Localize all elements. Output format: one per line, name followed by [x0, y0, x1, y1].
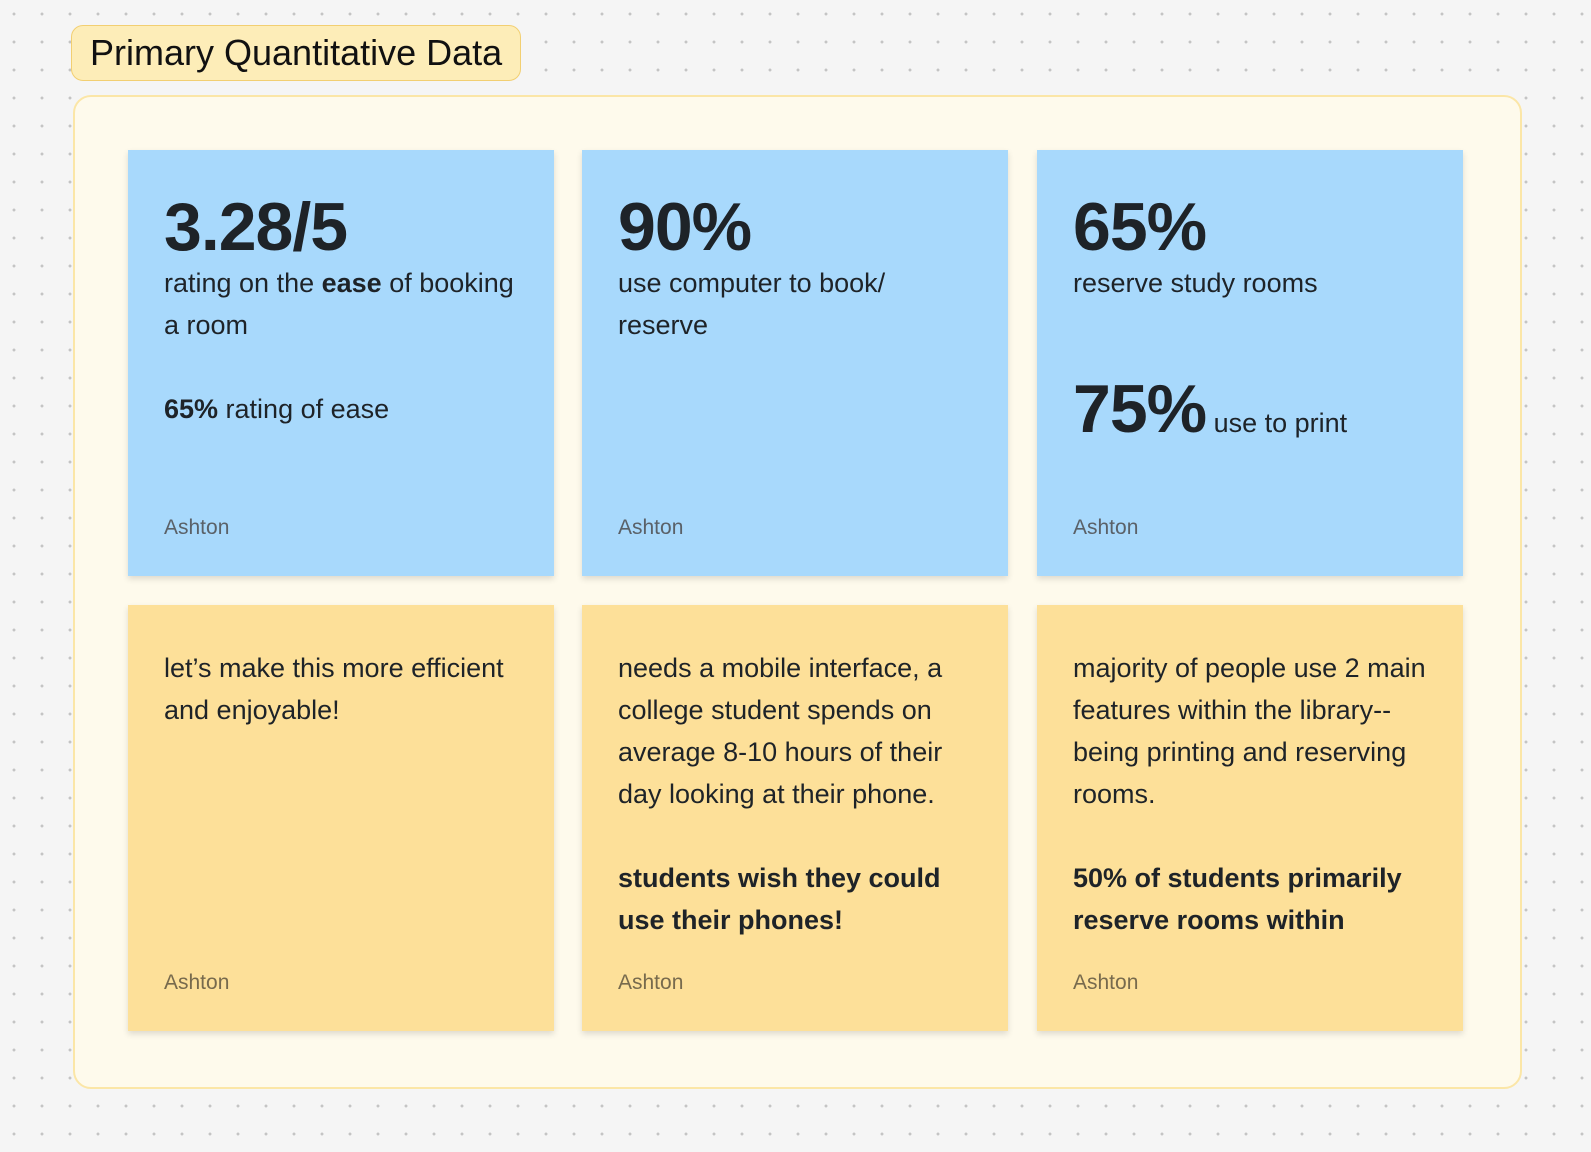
note-text: of booking a room [164, 268, 514, 340]
sticky-note[interactable]: let’s make this more efficient and enjoy… [128, 605, 554, 1031]
sticky-note[interactable]: needs a mobile interface, a college stud… [582, 605, 1008, 1031]
note-paragraph: majority of people use 2 main features w… [1073, 647, 1433, 815]
note-text: 75% [1073, 371, 1207, 447]
note-paragraph: rating on the ease of booking a room [164, 262, 524, 346]
note-paragraph: 3.28/5 [164, 192, 524, 262]
note-text: rating of ease [218, 394, 390, 424]
note-text: 3.28/5 [164, 189, 348, 265]
note-text: use computer to book/ reserve [618, 268, 886, 340]
note-author: Ashton [1073, 971, 1139, 994]
note-paragraph: 65% rating of ease [164, 388, 524, 430]
sticky-note[interactable]: 65% reserve study rooms 75% use to print As… [1037, 150, 1463, 576]
note-text: ease [321, 268, 382, 298]
note-author: Ashton [618, 971, 684, 994]
note-author: Ashton [1073, 516, 1139, 539]
note-paragraph: 90% [618, 192, 978, 262]
note-text: use to print [1206, 408, 1348, 438]
note-author: Ashton [164, 971, 230, 994]
note-text: 65% [164, 394, 219, 424]
note-paragraph: 65% [1073, 192, 1433, 262]
note-text: 65% [1073, 189, 1207, 265]
note-paragraph: needs a mobile interface, a college stud… [618, 647, 978, 815]
sticky-note[interactable]: 90% use computer to book/ reserve Ashton [582, 150, 1008, 576]
note-text: students wish they could use their phone… [618, 863, 941, 935]
note-text: 90% [618, 189, 752, 265]
note-text: majority of people use 2 main features w… [1073, 653, 1426, 809]
note-paragraph: reserve study rooms [1073, 262, 1433, 304]
note-text: 50% of students primarily reserve rooms … [1073, 863, 1402, 935]
note-text: let’s make this more efficient and enjoy… [164, 653, 504, 725]
note-text: needs a mobile interface, a college stud… [618, 653, 943, 809]
note-text: rating on the [164, 268, 322, 298]
note-paragraph: let’s make this more efficient and enjoy… [164, 647, 524, 731]
note-text: reserve study rooms [1073, 268, 1318, 298]
note-author: Ashton [164, 516, 230, 539]
note-author: Ashton [618, 516, 684, 539]
note-paragraph: students wish they could use their phone… [618, 857, 978, 941]
note-paragraph: 50% of students primarily reserve rooms … [1073, 857, 1433, 941]
sticky-note[interactable]: 3.28/5 rating on the ease of booking a ro… [128, 150, 554, 576]
note-paragraph: use computer to book/ reserve [618, 262, 978, 346]
note-paragraph: 75% use to print [1073, 374, 1433, 444]
sticky-note[interactable]: majority of people use 2 main features w… [1037, 605, 1463, 1031]
section-title[interactable]: Primary Quantitative Data [71, 25, 522, 81]
